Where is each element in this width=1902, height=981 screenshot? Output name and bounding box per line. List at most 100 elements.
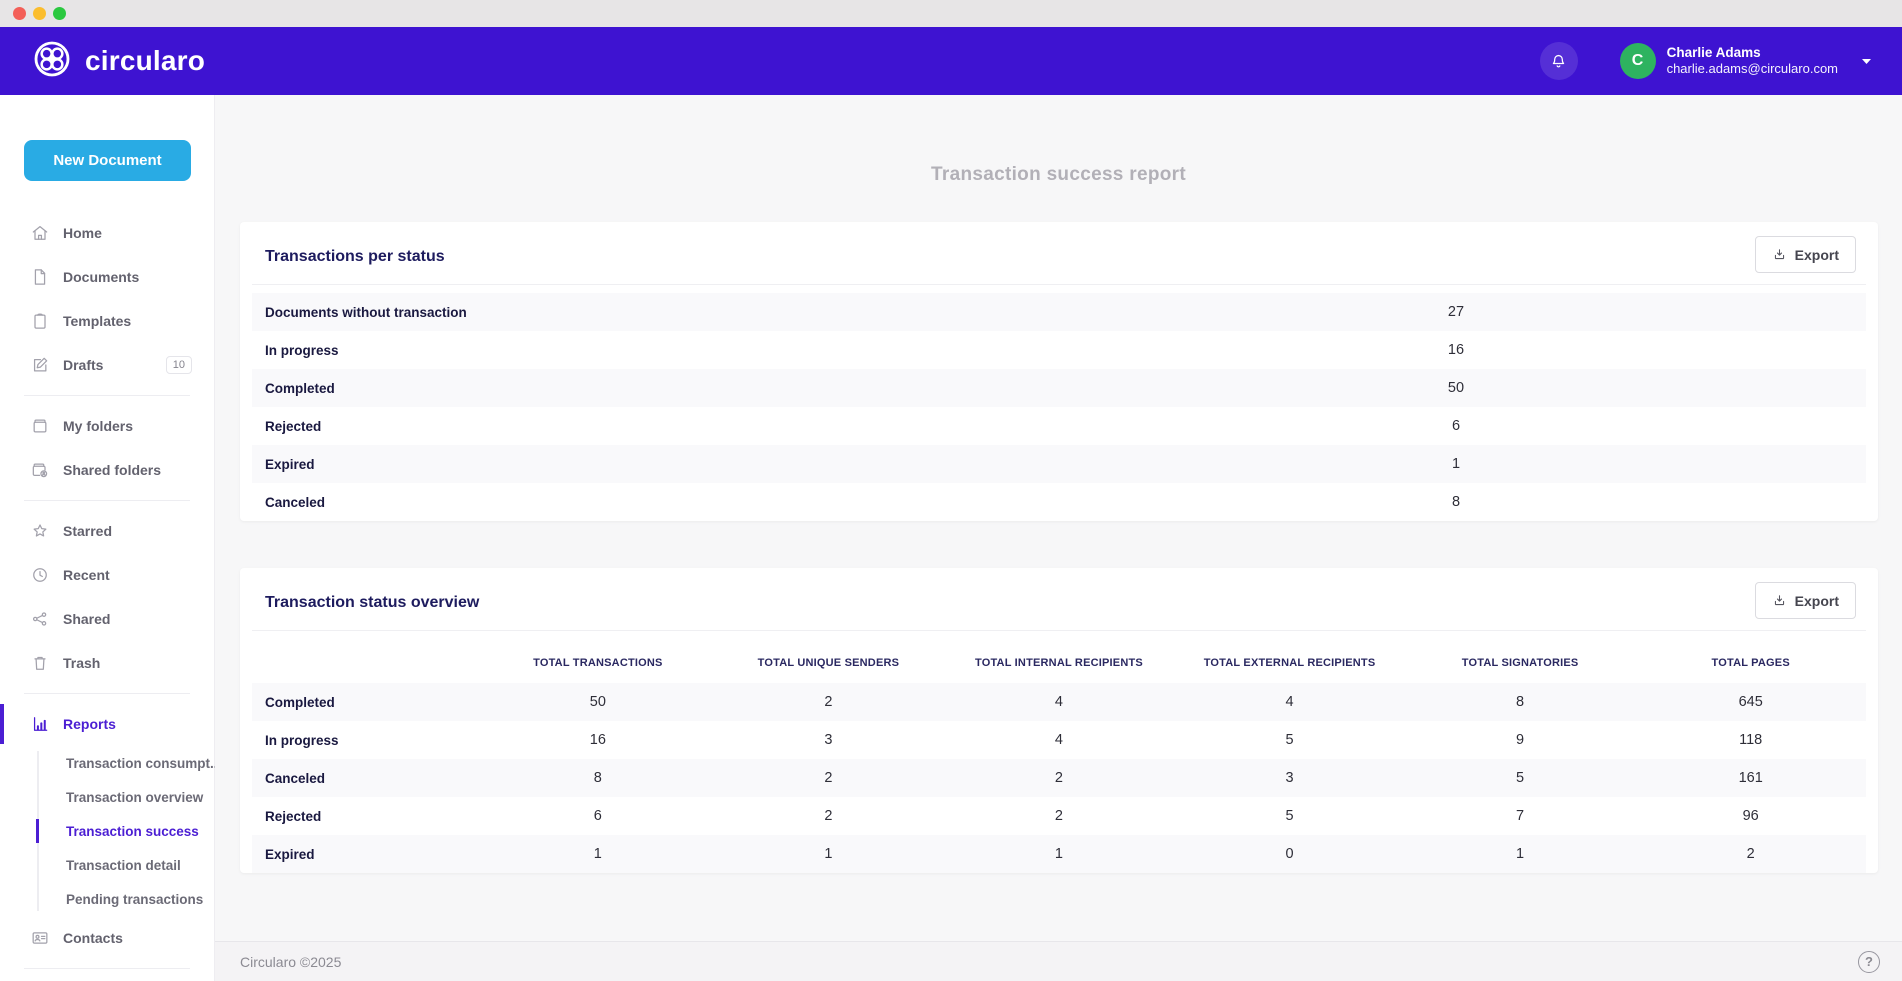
cell-value: 8: [1404, 683, 1636, 721]
cell-value: 96: [1742, 808, 1759, 824]
row-label: Documents without transaction: [265, 304, 467, 320]
transaction-status-overview-card: Transaction status overview Export: [240, 568, 1878, 873]
export-button-label: Export: [1794, 592, 1839, 609]
submenu-item-transaction-consumption[interactable]: Transaction consumpt...: [66, 755, 222, 771]
row-label: In progress: [265, 732, 339, 748]
sidebar-divider: [24, 395, 190, 396]
table-row: Expired 1: [252, 445, 1866, 483]
cell-value: 3: [824, 732, 833, 748]
column-header: TOTAL SIGNATORIES: [1461, 657, 1579, 669]
sidebar-item-templates[interactable]: Templates: [0, 299, 214, 343]
document-icon: [30, 267, 50, 287]
sidebar-item-label: Starred: [63, 523, 113, 539]
column-header: TOTAL TRANSACTIONS: [533, 657, 663, 669]
row-label: Rejected: [265, 418, 322, 434]
bell-icon: [1549, 52, 1568, 71]
row-label: Expired: [265, 456, 315, 472]
download-icon: [1772, 593, 1787, 608]
cell-value: 4: [1054, 732, 1063, 748]
cell-value: 9: [1516, 732, 1525, 748]
page-title: Transaction success report: [931, 164, 1186, 185]
window-zoom-button[interactable]: [53, 7, 66, 20]
sidebar-item-documents[interactable]: Documents: [0, 255, 214, 299]
window-minimize-button[interactable]: [33, 7, 46, 20]
cell-value: 5: [1404, 759, 1636, 797]
question-mark-icon: ?: [1865, 954, 1873, 969]
cell-value: 5: [1285, 808, 1294, 824]
cell-value: 2: [943, 759, 1175, 797]
sidebar-item-contacts[interactable]: Contacts: [0, 916, 214, 960]
column-header: TOTAL INTERNAL RECIPIENTS: [974, 657, 1143, 669]
row-value: 16: [1447, 342, 1465, 358]
sidebar-item-shared-folders[interactable]: Shared folders: [0, 448, 214, 492]
row-label: Canceled: [265, 494, 326, 510]
new-document-button[interactable]: New Document: [24, 140, 191, 181]
sidebar: New Document Home Documents: [0, 95, 222, 981]
cell-value: 645: [1635, 683, 1866, 721]
user-email: charlie.adams@circularo.com: [1666, 61, 1838, 76]
table-row: Rejected 6 2 2 5 7 96: [252, 797, 1866, 835]
sidebar-item-starred[interactable]: Starred: [0, 509, 214, 553]
table-row: In progress 16 3 4 5 9 118: [252, 721, 1866, 759]
table-row: Expired 1 1 1 0 1 2: [252, 835, 1866, 873]
notifications-button[interactable]: [1539, 42, 1578, 80]
sidebar-item-recent[interactable]: Recent: [0, 553, 214, 597]
export-button[interactable]: Export: [1754, 582, 1856, 619]
app-header: circularo C Charlie Adams charlie.adams@…: [0, 27, 1902, 95]
cell-value: 16: [589, 732, 606, 748]
cell-value: 2: [824, 808, 833, 824]
sidebar-item-label: Shared folders: [63, 462, 162, 478]
help-button[interactable]: ?: [1858, 950, 1880, 973]
submenu-item-transaction-success[interactable]: Transaction success: [0, 814, 214, 848]
cell-value: 3: [1174, 759, 1405, 797]
copyright-text: Circularo ©2025: [240, 953, 342, 970]
cell-value: 1: [943, 835, 1175, 873]
sidebar-item-label: Reports: [63, 716, 116, 732]
table-row: In progress 16: [252, 331, 1866, 369]
brand-logo[interactable]: circularo: [32, 39, 205, 84]
transactions-per-status-table: Documents without transaction 27 In prog…: [252, 293, 1866, 521]
star-icon: [30, 521, 50, 541]
contacts-card-icon: [30, 928, 50, 948]
cell-value: 6: [593, 808, 602, 824]
main-content: Transaction success report Transactions …: [215, 95, 1902, 941]
sidebar-item-label: Recent: [63, 567, 110, 583]
sidebar-item-shared[interactable]: Shared: [0, 597, 214, 641]
footer: Circularo ©2025 ?: [215, 941, 1902, 981]
drafts-count-badge: 10: [165, 356, 192, 374]
sidebar-item-my-folders[interactable]: My folders: [0, 404, 214, 448]
submenu-item-transaction-overview[interactable]: Transaction overview: [66, 789, 204, 805]
export-button[interactable]: Export: [1754, 236, 1856, 273]
user-menu[interactable]: C Charlie Adams charlie.adams@circularo.…: [1619, 43, 1872, 79]
window-close-button[interactable]: [13, 7, 26, 20]
sidebar-item-trash[interactable]: Trash: [0, 641, 214, 685]
clock-icon: [30, 565, 50, 585]
submenu-item-transaction-detail[interactable]: Transaction detail: [66, 857, 181, 873]
cell-value: 2: [713, 683, 944, 721]
column-header-empty: [252, 643, 483, 683]
row-label: Rejected: [265, 808, 322, 824]
submenu-item-pending-transactions[interactable]: Pending transactions: [66, 891, 204, 907]
row-label: Completed: [252, 683, 483, 721]
row-label: In progress: [265, 342, 339, 358]
sidebar-item-reports[interactable]: Reports: [0, 702, 214, 746]
sidebar-item-home[interactable]: Home: [0, 211, 214, 255]
table-row: Canceled 8 2 2 3 5 161: [252, 759, 1866, 797]
card-title: Transactions per status: [265, 248, 445, 265]
cell-value: 5: [1285, 732, 1294, 748]
sidebar-item-label: Drafts: [63, 357, 104, 373]
sidebar-item-label: Shared: [63, 611, 111, 627]
cell-value: 4: [1174, 683, 1405, 721]
reports-submenu: Transaction consumpt... Transaction over…: [0, 746, 222, 916]
cell-value: 1: [1404, 835, 1636, 873]
sidebar-divider: [24, 693, 190, 694]
sidebar-item-drafts[interactable]: Drafts 10: [0, 343, 214, 387]
cell-value: 2: [1054, 808, 1063, 824]
row-value: 27: [1447, 304, 1465, 320]
row-value: 6: [1451, 418, 1461, 434]
table-row: Canceled 8: [252, 483, 1866, 521]
home-icon: [30, 223, 50, 243]
table-header-row: TOTAL TRANSACTIONS TOTAL UNIQUE SENDERS …: [252, 643, 1866, 683]
sidebar-item-label: Documents: [63, 269, 140, 285]
circularo-logo-icon: [32, 39, 72, 84]
